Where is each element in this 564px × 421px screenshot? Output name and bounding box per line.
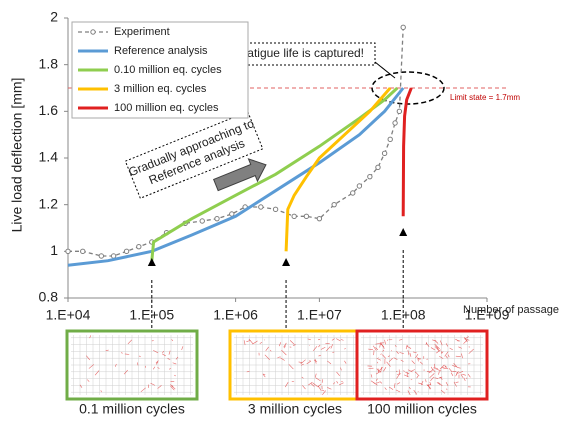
y-axis-label: Live load deflection [mm] (9, 78, 25, 233)
data-point (230, 212, 234, 216)
crack-image (357, 331, 487, 399)
series-line (286, 88, 390, 251)
data-point (215, 216, 219, 220)
x-tick-label: 1.E+07 (297, 307, 342, 323)
legend-label: Experiment (114, 26, 170, 38)
limit-label: Limit state = 1.7mm (450, 93, 520, 102)
data-point (376, 165, 380, 169)
data-point (388, 137, 392, 141)
data-point (304, 214, 308, 218)
data-point (124, 249, 128, 253)
x-tick-label: 1.E+06 (213, 307, 258, 323)
data-point (66, 249, 70, 253)
data-point (273, 207, 277, 211)
arrow-head (282, 258, 290, 266)
arrow-head (148, 258, 156, 266)
y-tick-label: 1 (50, 242, 58, 258)
data-point (357, 184, 361, 188)
data-point (332, 202, 336, 206)
series-line (403, 88, 411, 216)
arrow-head (399, 228, 407, 236)
data-point (397, 109, 401, 113)
data-point (401, 25, 405, 29)
y-tick-label: 1.4 (39, 149, 59, 165)
legend-label: 3 million eq. cycles (114, 83, 207, 95)
data-point (368, 174, 372, 178)
data-point (259, 205, 263, 209)
data-point (81, 249, 85, 253)
legend-marker (91, 30, 95, 34)
y-tick-label: 1.2 (39, 195, 59, 211)
crack (418, 391, 419, 392)
data-point (351, 191, 355, 195)
x-tick-label: 1.E+04 (46, 307, 91, 323)
legend-label: Reference analysis (114, 45, 208, 57)
data-point (111, 254, 115, 258)
legend-label: 0.10 million eq. cycles (114, 64, 222, 76)
data-point (382, 151, 386, 155)
data-point (200, 219, 204, 223)
data-point (317, 216, 321, 220)
y-tick-label: 2 (50, 9, 58, 25)
annotation-arrow (375, 62, 395, 78)
data-point (393, 121, 397, 125)
x-tick-label: 1.E+09 (465, 307, 510, 323)
crack (391, 350, 392, 351)
panel-caption: 0.1 million cycles (79, 401, 185, 417)
annotation-group: Gradually approaching toReference analys… (124, 111, 274, 224)
legend-label: 100 million eq. cycles (114, 102, 219, 114)
y-tick-label: 0.8 (39, 289, 59, 305)
data-point (99, 254, 103, 258)
y-tick-label: 1.8 (39, 55, 59, 71)
panel-caption: 3 million cycles (248, 401, 342, 417)
crack-image (230, 331, 360, 399)
data-point (137, 244, 141, 248)
chart: Live load deflection [mm] Number of pass… (0, 0, 564, 421)
crack-image (67, 331, 197, 399)
data-point (292, 214, 296, 218)
y-tick-label: 1.6 (39, 102, 59, 118)
panel-caption: 100 million cycles (367, 401, 477, 417)
annotation: Fatigue life is captured! (240, 46, 364, 60)
